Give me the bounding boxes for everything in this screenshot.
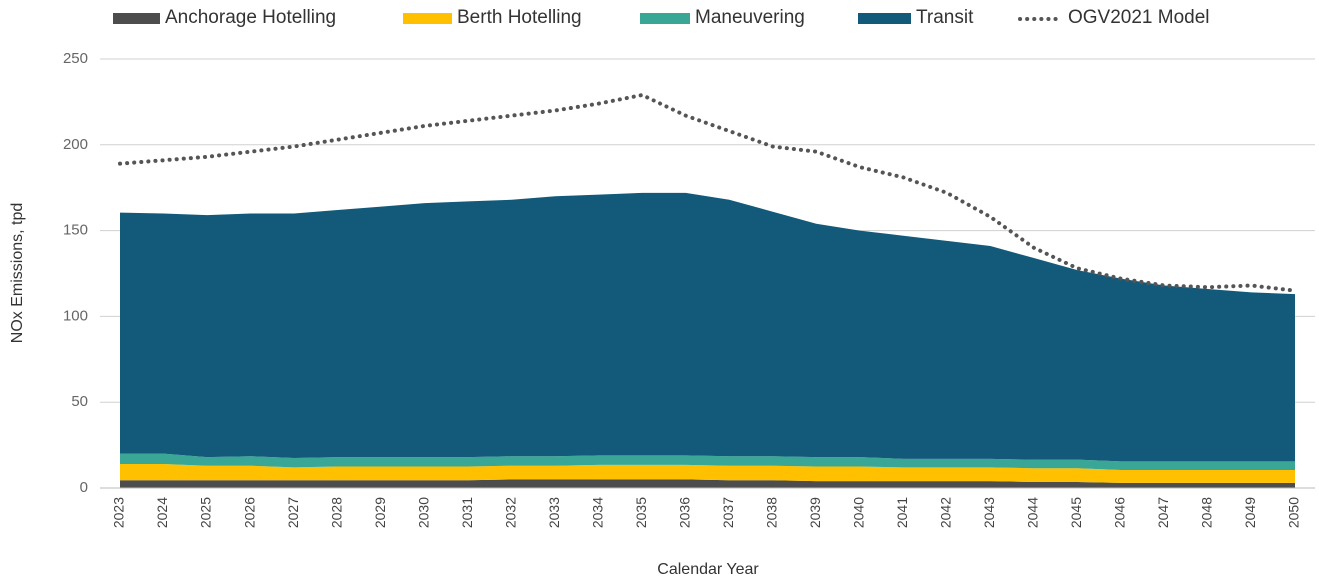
line [118,92,1297,293]
x-tick-label: 2046 [1112,497,1128,528]
x-tick-label: 2039 [807,497,823,528]
x-tick-label: 2050 [1286,497,1302,528]
y-tick-label: 0 [80,479,88,496]
x-axis-label: Calendar Year [657,561,759,578]
x-tick-label: 2031 [459,497,475,528]
x-tick-label: 2038 [763,497,779,528]
x-tick-label: 2027 [285,497,301,528]
y-tick-label: 200 [63,136,88,153]
x-tick-label: 2037 [720,497,736,528]
legend-swatch [403,13,452,24]
x-tick-label: 2030 [415,497,431,528]
x-tick-label: 2024 [154,497,170,528]
x-tick-label: 2029 [372,497,388,528]
x-tick-label: 2049 [1242,497,1258,528]
legend-swatch [858,13,911,24]
legend-swatch [640,13,690,24]
x-tick-label: 2036 [676,497,692,528]
x-tick-label: 2044 [1025,497,1041,528]
legend-label: Maneuvering [695,7,805,28]
y-tick-label: 150 [63,222,88,239]
area [120,453,1295,470]
legend-swatch [113,13,160,24]
x-tick-label: 2023 [111,497,127,528]
x-tick-label: 2035 [633,497,649,528]
x-tick-label: 2042 [938,497,954,528]
y-tick-label: 100 [63,307,88,324]
x-tick-label: 2028 [328,497,344,528]
y-tick-label: 50 [71,393,88,410]
x-tick-label: 2043 [981,497,997,528]
area [120,463,1295,483]
x-tick-label: 2025 [198,497,214,528]
legend-label: Berth Hotelling [457,7,582,28]
x-tick-label: 2045 [1068,497,1084,528]
area [120,479,1295,488]
legend-label: OGV2021 Model [1068,7,1210,28]
legend-label: Transit [916,7,974,28]
x-tick-label: 2040 [851,497,867,528]
y-tick-label: 250 [63,50,88,67]
x-tick-label: 2041 [894,497,910,528]
x-tick-label: 2048 [1199,497,1215,528]
x-tick-label: 2033 [546,497,562,528]
x-tick-label: 2034 [589,497,605,528]
y-axis-label: NOx Emissions, tpd [9,203,26,343]
x-tick-label: 2047 [1155,497,1171,528]
area [120,192,1295,462]
x-tick-label: 2026 [241,497,257,528]
legend-label: Anchorage Hotelling [165,7,336,28]
x-tick-label: 2032 [502,497,518,528]
